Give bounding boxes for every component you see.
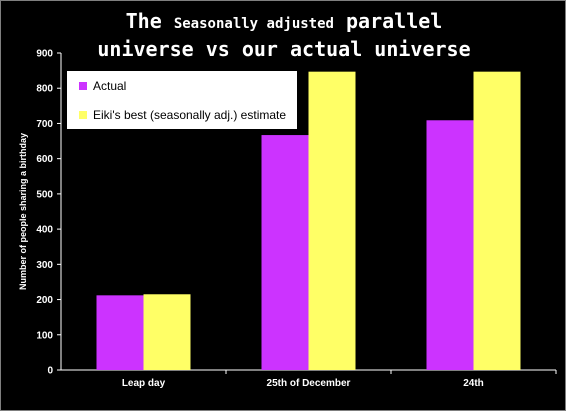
legend-item-estimate: Eiki's best (seasonally adj.) estimate (79, 108, 286, 122)
title-part-3: parallel (346, 9, 443, 33)
legend-item-actual: Actual (79, 79, 126, 93)
y-tick-label: 900 (36, 49, 53, 60)
y-tick-label: 200 (36, 295, 53, 306)
bar-actual (261, 135, 309, 370)
y-axis-label: Number of people sharing a birthday (18, 133, 28, 290)
chart-title: The Seasonally adjusted parallel univers… (1, 9, 565, 62)
bar-estimate (308, 71, 356, 370)
legend-label-estimate: Eiki's best (seasonally adj.) estimate (93, 108, 287, 122)
bar-actual (426, 120, 474, 370)
y-tick-label: 100 (36, 330, 53, 341)
x-tick-label: 25th of December (267, 378, 351, 389)
title-part-1: The (125, 9, 162, 33)
x-tick-label: 24th (463, 378, 484, 389)
title-part-2: Seasonally adjusted (173, 16, 334, 32)
bar-estimate (143, 294, 191, 370)
y-tick-label: 800 (36, 84, 53, 95)
legend: Actual Eiki's best (seasonally adj.) est… (67, 71, 297, 129)
y-tick-label: 400 (36, 225, 53, 236)
y-tick-label: 500 (36, 189, 53, 200)
legend-swatch-estimate (79, 111, 87, 119)
legend-swatch-actual (79, 82, 87, 90)
legend-label-actual: Actual (93, 79, 127, 93)
y-tick-label: 300 (36, 260, 53, 271)
bar-estimate (473, 71, 521, 370)
y-tick-label: 600 (36, 154, 53, 165)
y-tick-label: 700 (36, 119, 53, 130)
x-tick-label: Leap day (122, 378, 166, 389)
bar-actual (96, 295, 144, 370)
title-line-2: universe vs our actual universe (97, 37, 471, 61)
y-tick-label: 0 (47, 366, 53, 377)
